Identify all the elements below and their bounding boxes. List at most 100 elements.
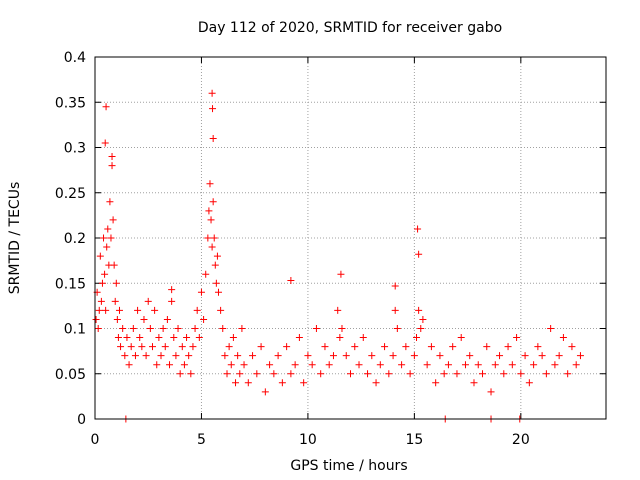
data-point — [114, 334, 122, 342]
data-point — [496, 352, 504, 360]
data-point — [398, 361, 406, 369]
data-point — [317, 370, 325, 378]
data-point — [119, 325, 127, 332]
data-point — [232, 379, 240, 387]
data-point — [170, 334, 178, 342]
data-point — [138, 343, 146, 351]
data-point — [261, 388, 269, 396]
data-point — [461, 361, 469, 369]
data-point — [204, 234, 212, 242]
data-point — [300, 379, 308, 387]
data-point — [287, 277, 295, 285]
data-point — [107, 234, 115, 242]
y-tick-label: 0.2 — [64, 231, 86, 247]
data-point — [187, 370, 195, 378]
data-point — [291, 361, 299, 369]
data-point — [413, 334, 421, 342]
data-point — [211, 261, 219, 269]
data-point — [551, 361, 559, 369]
data-point — [568, 343, 576, 351]
data-point — [191, 325, 199, 332]
data-point — [542, 370, 550, 378]
data-point — [270, 370, 278, 378]
data-point — [257, 343, 265, 351]
data-point — [117, 343, 125, 351]
data-point — [410, 352, 418, 360]
data-point — [146, 325, 154, 332]
data-point — [178, 343, 186, 351]
data-point — [517, 370, 525, 378]
data-point — [102, 306, 110, 314]
data-point — [474, 361, 482, 369]
data-point — [337, 270, 345, 278]
data-point — [266, 361, 274, 369]
data-point — [249, 352, 257, 360]
data-point — [432, 379, 440, 387]
data-point — [295, 334, 303, 342]
data-point — [210, 234, 218, 242]
data-point — [111, 297, 119, 305]
data-point — [209, 105, 217, 113]
data-point — [92, 315, 100, 323]
data-point — [134, 306, 142, 314]
data-point — [483, 343, 491, 351]
data-point — [449, 343, 457, 351]
data-point — [342, 352, 350, 360]
data-point — [217, 306, 225, 314]
data-point — [559, 334, 567, 342]
y-tick-label: 0.15 — [55, 276, 86, 292]
data-point — [131, 352, 139, 360]
data-point — [525, 379, 533, 387]
data-point — [98, 279, 106, 287]
data-point — [100, 234, 108, 242]
data-point — [508, 361, 516, 369]
data-point — [479, 370, 487, 378]
data-point — [402, 343, 410, 351]
data-point — [212, 279, 220, 287]
data-point — [202, 270, 210, 278]
data-point — [368, 352, 376, 360]
data-point — [253, 370, 261, 378]
data-point — [151, 306, 159, 314]
data-point — [155, 334, 163, 342]
data-point — [244, 379, 252, 387]
data-point — [214, 288, 222, 296]
grid — [95, 57, 606, 419]
x-tick-label: 10 — [299, 432, 317, 448]
data-point — [440, 370, 448, 378]
y-tick-label: 0.4 — [64, 50, 86, 66]
data-point — [376, 361, 384, 369]
data-point — [225, 343, 233, 351]
data-point — [209, 134, 217, 142]
data-point — [209, 198, 217, 206]
data-point — [96, 252, 104, 260]
data-point — [219, 325, 227, 332]
data-point — [278, 379, 286, 387]
data-point — [453, 370, 461, 378]
data-point — [193, 306, 201, 314]
data-point — [347, 370, 354, 378]
data-point — [142, 352, 150, 360]
data-point — [419, 315, 427, 323]
data-point — [417, 325, 425, 332]
x-tick-label: 0 — [91, 432, 100, 448]
data-point — [172, 352, 180, 360]
data-point — [334, 306, 342, 314]
data-point — [101, 270, 109, 278]
x-tick-label: 5 — [197, 432, 206, 448]
data-point — [329, 352, 337, 360]
data-point — [163, 315, 171, 323]
data-point — [221, 352, 229, 360]
data-point — [227, 361, 235, 369]
data-point — [236, 370, 244, 378]
data-point — [355, 361, 363, 369]
data-point — [308, 361, 316, 369]
data-point — [538, 352, 546, 360]
chart-title: Day 112 of 2020, SRMTID for receiver gab… — [198, 20, 502, 36]
data-point — [415, 250, 423, 258]
data-point — [144, 297, 152, 305]
data-point — [153, 361, 161, 369]
data-point — [208, 89, 216, 97]
data-point — [127, 343, 135, 351]
data-point — [125, 361, 133, 369]
